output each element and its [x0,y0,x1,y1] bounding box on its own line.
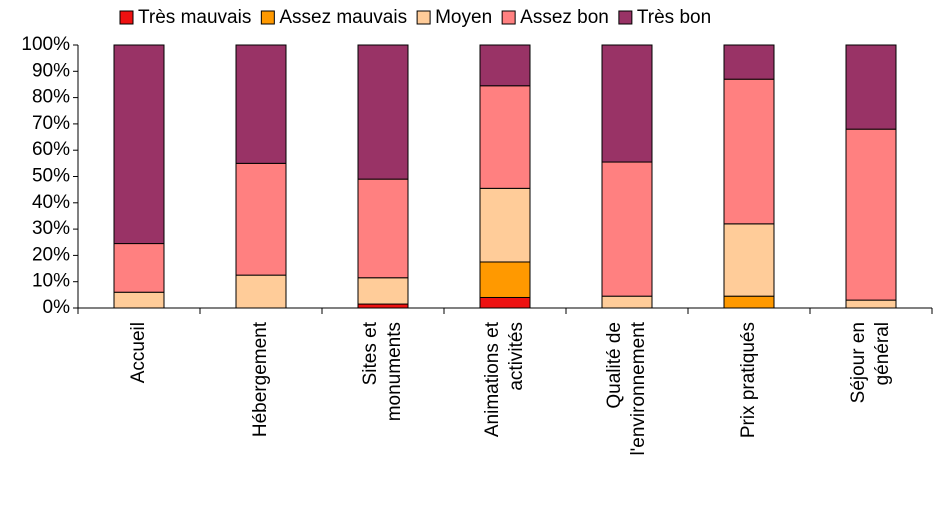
y-tick-label: 70% [32,113,70,134]
bar-segment [601,44,653,163]
bar-segment [235,274,287,309]
bar-segment [723,223,775,297]
y-tick-label: 100% [21,34,70,55]
bar-segment [113,44,165,245]
legend-swatch [618,10,633,25]
legend-label: Moyen [435,7,492,28]
bar-segment [479,44,531,87]
x-tick-label: Séjour en général [848,322,893,403]
y-tick-label: 30% [32,218,70,239]
x-tick-label: Accueil [128,322,149,383]
y-tick-label: 60% [32,139,70,160]
bar-segment [845,128,897,301]
bar-segment [723,295,775,309]
legend-label: Assez bon [520,7,609,28]
bar-segment [845,299,897,309]
legend-swatch [416,10,431,25]
bar-segment [601,295,653,309]
bar-segment [845,44,897,130]
legend-label: Très bon [637,7,711,28]
legend-swatch [501,10,516,25]
x-tick-label: Prix pratiqués [738,322,759,438]
bar-segment [357,178,409,279]
y-tick-label: 0% [43,297,71,318]
x-tick-label: Hébergement [250,321,271,437]
legend-label: Très mauvais [138,7,251,28]
bar-segment [479,261,531,298]
bar-segment [357,303,409,309]
bar-segment [357,277,409,305]
y-tick-label: 80% [32,87,70,108]
bar-segment [235,162,287,276]
bar-segment [723,44,775,80]
x-tick-label: Animations et activités [482,321,527,437]
bar-segment [479,85,531,189]
x-tick-label: Sites et monuments [360,321,405,421]
bar-segment [113,243,165,293]
y-tick-label: 40% [32,192,70,213]
y-tick-label: 50% [32,166,70,187]
legend-swatch [119,10,134,25]
bar-segment [235,44,287,164]
bar-segment [723,78,775,225]
bar-segment [113,291,165,309]
bar-segment [479,187,531,263]
y-tick-label: 90% [32,60,70,81]
bar-segment [601,161,653,297]
bar-segment [357,44,409,180]
bar-segment [479,296,531,309]
y-tick-label: 20% [32,244,70,265]
x-tick-label: Qualité de l'environnement [604,321,649,455]
legend-label: Assez mauvais [279,7,407,28]
legend-swatch [260,10,275,25]
y-tick-label: 10% [32,271,70,292]
